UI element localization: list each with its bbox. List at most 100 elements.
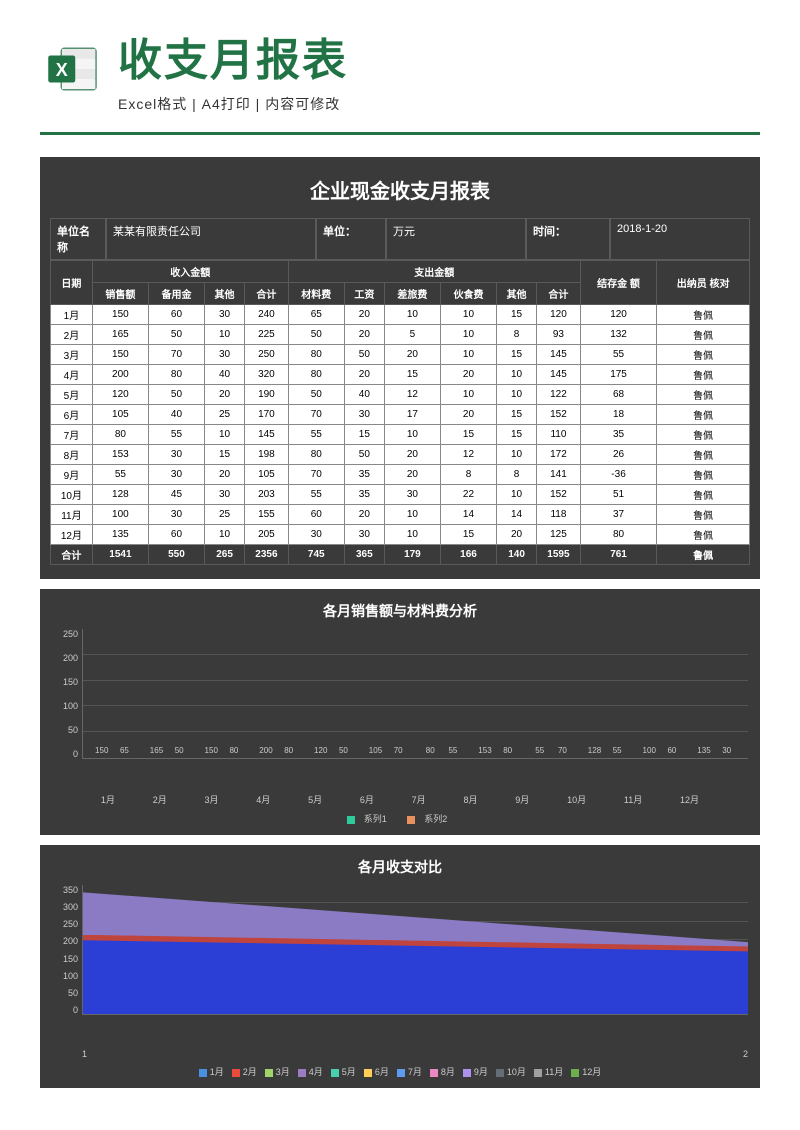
cell: 6月: [51, 405, 93, 425]
table-row: 6月1054025170703017201515218鲁佩: [51, 405, 750, 425]
legend-series2: 系列2: [424, 812, 447, 825]
cell: 225: [245, 325, 289, 345]
x-label: 9月: [515, 793, 529, 806]
cell: 35: [344, 465, 384, 485]
cell: 10月: [51, 485, 93, 505]
cell: 65: [288, 305, 344, 325]
cell: 7月: [51, 425, 93, 445]
cell: 10: [440, 325, 496, 345]
cell: 80: [580, 525, 657, 545]
cell: 8: [497, 465, 537, 485]
col-sales: 销售额: [92, 283, 148, 305]
cell: 205: [245, 525, 289, 545]
cell: 鲁佩: [657, 525, 750, 545]
col-balance: 结存金 额: [580, 261, 657, 305]
cell: 10: [384, 505, 440, 525]
bar-value-label: 65: [120, 746, 129, 755]
cell: 761: [580, 545, 657, 565]
cell: 105: [245, 465, 289, 485]
cell: 125: [537, 525, 581, 545]
cell: 30: [344, 405, 384, 425]
col-wage: 工资: [344, 283, 384, 305]
cell: 60: [288, 505, 344, 525]
x-label: 4月: [256, 793, 270, 806]
cell: 15: [344, 425, 384, 445]
cell: 12月: [51, 525, 93, 545]
cell: 25: [205, 405, 245, 425]
cell: 118: [537, 505, 581, 525]
cell: 30: [205, 345, 245, 365]
cell: 15: [497, 405, 537, 425]
bar-value-label: 100: [643, 746, 656, 755]
cell: 152: [537, 485, 581, 505]
cell: 15: [497, 305, 537, 325]
cell: 60: [148, 525, 204, 545]
table-row: 4月20080403208020152010145175鲁佩: [51, 365, 750, 385]
bar-value-label: 30: [722, 746, 731, 755]
cell: 320: [245, 365, 289, 385]
x-label: 7月: [412, 793, 426, 806]
col-inother: 其他: [205, 283, 245, 305]
legend-item: 9月: [463, 1065, 488, 1078]
cell: 68: [580, 385, 657, 405]
unit-value: 万元: [386, 218, 526, 260]
meta-row: 单位名称 某某有限责任公司 单位： 万元 时间： 2018-1-20: [50, 218, 750, 260]
area-plot: [82, 885, 748, 1015]
table-row: 5月1205020190504012101012268鲁佩: [51, 385, 750, 405]
unit-label: 单位：: [316, 218, 386, 260]
cell: 100: [92, 505, 148, 525]
cell: 150: [92, 305, 148, 325]
cell: 10: [440, 305, 496, 325]
cell: 40: [148, 405, 204, 425]
bar-value-label: 70: [394, 746, 403, 755]
cell: 105: [92, 405, 148, 425]
area-chart-panel: 各月收支对比 350300250200150100500 12 1月2月3月4月…: [40, 845, 760, 1088]
cell: 2月: [51, 325, 93, 345]
cell: 50: [288, 385, 344, 405]
bar-value-label: 60: [667, 746, 676, 755]
company-label: 单位名称: [50, 218, 106, 260]
cell: 80: [148, 365, 204, 385]
bar-value-label: 80: [229, 746, 238, 755]
cell: 30: [288, 525, 344, 545]
cell: 鲁佩: [657, 425, 750, 445]
x-label: 2月: [153, 793, 167, 806]
cell: 145: [537, 345, 581, 365]
cell: 20: [384, 465, 440, 485]
cell: 80: [288, 445, 344, 465]
cell: 55: [288, 485, 344, 505]
cell: 135: [92, 525, 148, 545]
cell: 25: [205, 505, 245, 525]
table-row: 7月805510145551510151511035鲁佩: [51, 425, 750, 445]
cell: 30: [148, 465, 204, 485]
cell: 70: [288, 465, 344, 485]
legend-item: 2月: [232, 1065, 257, 1078]
cell: 1月: [51, 305, 93, 325]
x-label: 10月: [567, 793, 586, 806]
header-divider: [40, 132, 760, 135]
cell: 55: [580, 345, 657, 365]
cell: 17: [384, 405, 440, 425]
bar-bars: 1506516550150802008012050105708055153805…: [83, 629, 748, 758]
cell: 128: [92, 485, 148, 505]
bar-value-label: 55: [448, 746, 457, 755]
cell: 鲁佩: [657, 485, 750, 505]
cell: 10: [384, 525, 440, 545]
cell: 30: [148, 505, 204, 525]
cell: 8: [497, 325, 537, 345]
cell: 鲁佩: [657, 545, 750, 565]
bar-legend: 系列1 系列2: [52, 806, 748, 825]
cell: 50: [344, 345, 384, 365]
cell: 51: [580, 485, 657, 505]
cell: 10: [497, 485, 537, 505]
legend-item: 11月: [534, 1065, 563, 1078]
legend-series1: 系列1: [364, 812, 387, 825]
cell: 11月: [51, 505, 93, 525]
cell: 70: [288, 405, 344, 425]
cell: 50: [148, 385, 204, 405]
cell: 179: [384, 545, 440, 565]
bar-value-label: 50: [339, 746, 348, 755]
cell: 14: [497, 505, 537, 525]
cell: 合计: [51, 545, 93, 565]
cell: 80: [288, 365, 344, 385]
